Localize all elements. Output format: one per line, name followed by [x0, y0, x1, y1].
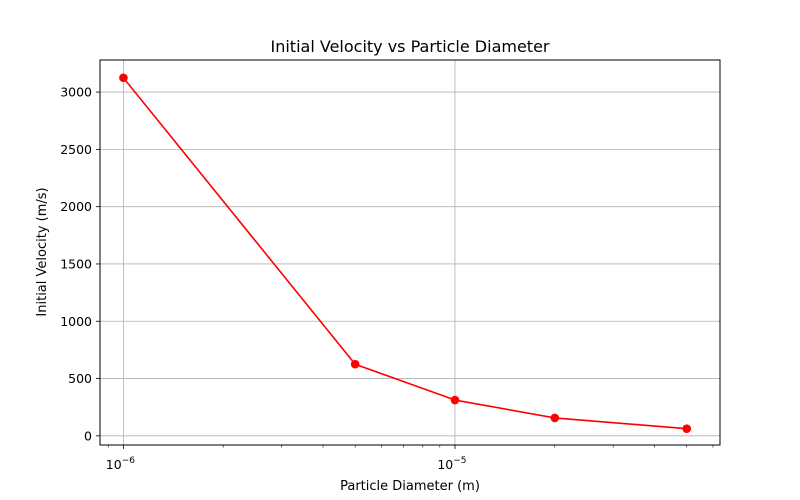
grid — [100, 60, 720, 445]
y-tick-label: 0 — [84, 428, 92, 443]
data-point — [682, 424, 692, 433]
plot-frame — [99, 59, 721, 446]
x-axis-label: Particle Diameter (m) — [340, 479, 480, 494]
ticks: 0 500 1000 1500 2000 2500 3000 10−6 10−5 — [60, 85, 714, 472]
y-tick-label: 2500 — [60, 142, 92, 157]
y-tick-label: 1000 — [60, 314, 92, 329]
data-point — [350, 359, 360, 369]
data-point — [119, 73, 128, 83]
y-axis-label: Initial Velocity (m/s) — [35, 187, 50, 316]
x-tick-label: 10−6 — [106, 456, 135, 472]
y-tick-label: 3000 — [60, 85, 92, 100]
chart-title: Initial Velocity vs Particle Diameter — [271, 37, 550, 56]
y-tick-label: 2000 — [60, 199, 92, 214]
series-layer — [119, 73, 692, 433]
data-point — [550, 413, 560, 423]
plot-area — [100, 60, 720, 445]
y-tick-label: 500 — [68, 371, 92, 386]
data-point — [450, 395, 460, 405]
y-tick-label: 1500 — [60, 256, 92, 271]
x-tick-label: 10−5 — [437, 456, 466, 472]
